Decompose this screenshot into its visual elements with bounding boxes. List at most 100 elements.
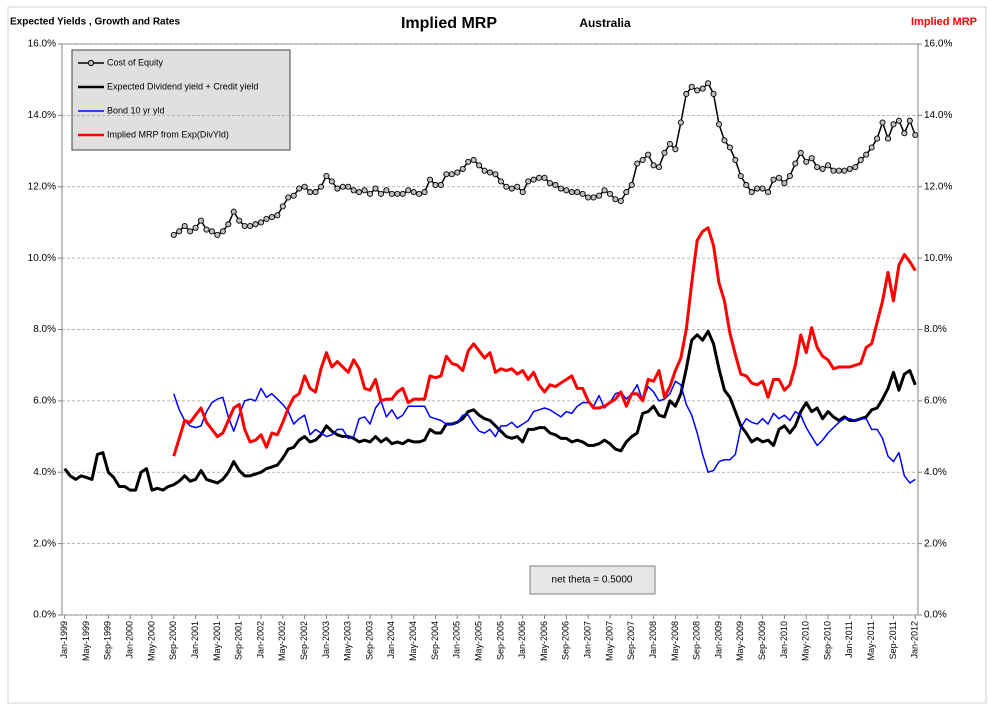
series-marker: [765, 189, 772, 196]
series-marker: [786, 172, 793, 180]
series-marker: [312, 189, 319, 196]
series-marker: [508, 185, 515, 192]
series-marker: [536, 174, 543, 181]
series-marker: [623, 189, 630, 196]
series-marker: [219, 228, 226, 235]
series-marker: [677, 119, 684, 126]
series-marker: [601, 187, 608, 194]
series-marker: [421, 189, 428, 196]
series-marker: [737, 172, 744, 180]
series-marker: [530, 176, 537, 183]
series-marker: [383, 187, 390, 194]
series-marker: [257, 219, 265, 226]
chart-title: Implied MRP: [401, 15, 497, 32]
x-tick-label: Jan-1999: [59, 621, 69, 659]
series-marker: [546, 180, 554, 187]
series-marker: [857, 156, 864, 164]
series-marker: [241, 222, 248, 230]
x-tick-label: Sep-2011: [888, 621, 898, 659]
series-marker: [846, 165, 853, 172]
series-marker: [585, 194, 592, 201]
y-tick-label: 6.0%: [33, 396, 56, 407]
series-marker: [912, 131, 919, 139]
series-marker: [279, 203, 286, 210]
chart-subtitle: Australia: [579, 16, 631, 30]
series-marker: [841, 167, 848, 174]
x-tick-label: Jan-2006: [517, 621, 527, 659]
series-marker: [639, 156, 646, 164]
series-marker: [236, 217, 243, 224]
series-marker: [301, 183, 308, 190]
series-marker: [754, 185, 761, 192]
series-marker: [361, 187, 368, 194]
x-tick-label: Sep-2004: [430, 621, 440, 660]
x-tick-label: May-1999: [81, 621, 91, 661]
series-marker: [819, 165, 826, 172]
series-marker: [345, 183, 352, 190]
x-tick-label: Sep-2003: [364, 621, 374, 660]
x-tick-label: Jan-2012: [910, 621, 920, 659]
series-marker: [808, 155, 815, 162]
series-marker: [208, 228, 215, 235]
x-tick-label: Sep-2010: [822, 621, 832, 660]
series-marker: [296, 185, 303, 192]
series-marker: [781, 180, 788, 187]
series-marker: [541, 174, 548, 181]
x-tick-label: May-2003: [343, 621, 353, 661]
series-marker: [372, 185, 379, 192]
series-marker: [497, 178, 504, 185]
series-marker: [666, 140, 673, 147]
series-marker: [416, 190, 423, 197]
series-marker: [655, 164, 663, 171]
x-tick-label: Jan-2011: [844, 621, 854, 658]
y2-tick-label: 8.0%: [924, 324, 947, 335]
series-line: [172, 226, 917, 457]
series-marker: [797, 149, 804, 156]
x-tick-label: May-2001: [212, 621, 222, 661]
x-tick-label: Jan-2000: [125, 621, 135, 659]
series-marker: [874, 135, 881, 142]
series-marker: [170, 231, 177, 238]
x-tick-label: May-2004: [408, 621, 418, 661]
series-marker: [645, 151, 652, 158]
series-marker: [317, 183, 325, 190]
y2-tick-label: 4.0%: [924, 467, 947, 478]
series-marker: [574, 189, 581, 196]
series-marker: [214, 231, 221, 238]
x-tick-label: Sep-2002: [299, 621, 309, 660]
series-marker: [426, 176, 434, 183]
y-tick-label: 16.0%: [28, 39, 56, 50]
series-marker: [350, 187, 357, 194]
y2-tick-label: 16.0%: [924, 39, 952, 50]
series-marker: [274, 212, 281, 219]
series-marker: [290, 192, 297, 199]
series-marker: [568, 189, 575, 196]
series-marker: [650, 162, 657, 169]
x-tick-label: Sep-2009: [757, 621, 767, 660]
series-marker: [181, 222, 188, 230]
x-tick-label: Sep-2007: [626, 621, 636, 660]
series-marker: [356, 189, 363, 196]
series-marker: [339, 183, 346, 190]
legend-label: Expected Dividend yield + Credit yield: [107, 81, 258, 91]
series-marker: [465, 158, 472, 165]
series-marker: [743, 181, 750, 189]
series-marker: [388, 190, 395, 197]
series-marker: [563, 187, 570, 194]
series-marker: [732, 156, 739, 164]
series-marker: [519, 189, 526, 196]
y-tick-label: 12.0%: [28, 181, 56, 192]
y-tick-label: 2.0%: [33, 538, 56, 549]
y-tick-label: 10.0%: [28, 253, 56, 264]
series-marker: [405, 187, 412, 194]
series-line: [63, 329, 917, 492]
y-tick-label: 14.0%: [28, 110, 56, 121]
series-marker: [410, 189, 417, 196]
series-marker: [285, 194, 292, 201]
left-header: Expected Yields , Growth and Rates: [10, 17, 180, 28]
series-marker: [176, 228, 183, 235]
x-tick-label: Jan-2007: [583, 621, 593, 659]
series-marker: [721, 137, 728, 144]
series-marker: [699, 85, 706, 92]
